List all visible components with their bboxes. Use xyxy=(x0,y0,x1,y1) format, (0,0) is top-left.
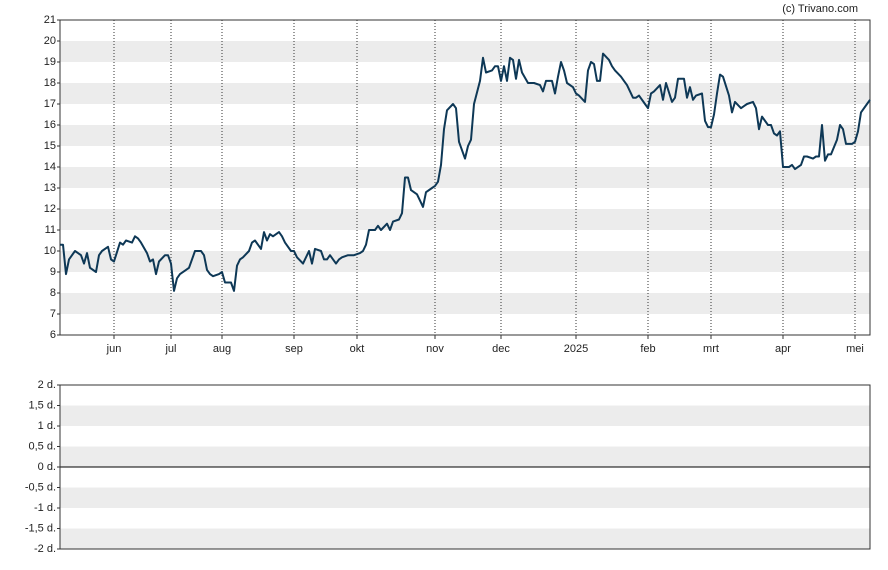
y-tick-label: 8 xyxy=(50,287,56,299)
y-tick-label: 21 xyxy=(44,14,56,26)
grid-band xyxy=(60,209,870,230)
y-tick-label: 9 xyxy=(50,266,56,278)
y-tick-label: 1,5 d. xyxy=(28,399,56,411)
grid-band xyxy=(60,446,870,467)
plot-frame xyxy=(59,384,871,550)
y-tick-label: 2 d. xyxy=(38,379,56,391)
grid-band xyxy=(60,83,870,104)
y-tick-label: 6 xyxy=(50,329,56,341)
y-tick-label: 0,5 d. xyxy=(28,440,56,452)
y-tick-label: -2 d. xyxy=(34,543,56,555)
grid-band xyxy=(60,167,870,188)
y-tick-label: 16 xyxy=(44,119,56,131)
y-tick-label: 7 xyxy=(50,308,56,320)
x-tick-label: jul xyxy=(164,343,176,355)
grid-band xyxy=(60,405,870,426)
grid-band xyxy=(60,41,870,62)
y-tick-label: 13 xyxy=(44,182,56,194)
y-tick-label: 11 xyxy=(45,224,56,236)
y-tick-label: 18 xyxy=(44,77,56,89)
y-tick-label: 15 xyxy=(44,140,56,152)
y-tick-label: 0 d. xyxy=(38,461,56,473)
grid-band xyxy=(60,251,870,272)
x-tick-label: 2025 xyxy=(564,343,588,355)
y-tick-label: 14 xyxy=(44,161,56,173)
x-tick-label: mrt xyxy=(703,343,719,355)
x-tick-label: feb xyxy=(640,343,655,355)
x-tick-label: jun xyxy=(106,343,122,355)
y-tick-label: 19 xyxy=(44,56,56,68)
x-tick-label: dec xyxy=(492,343,510,355)
grid-band xyxy=(60,125,870,146)
plot-frame xyxy=(59,19,871,336)
y-tick-label: 17 xyxy=(44,98,56,110)
grid-band xyxy=(60,293,870,314)
y-tick-label: -1,5 d. xyxy=(25,522,56,534)
x-tick-label: sep xyxy=(285,343,303,355)
grid-band xyxy=(60,528,870,549)
x-tick-label: nov xyxy=(426,343,444,355)
source: (c) Trivano.com xyxy=(782,3,858,15)
y-tick-label: -1 d. xyxy=(34,502,56,514)
y-tick-label: 1 d. xyxy=(38,420,56,432)
x-tick-label: apr xyxy=(775,343,791,355)
x-tick-label: aug xyxy=(213,343,231,355)
y-tick-label: -0,5 d. xyxy=(25,481,56,493)
y-tick-label: 12 xyxy=(44,203,56,215)
x-tick-label: mei xyxy=(846,343,864,355)
price-line xyxy=(60,52,871,292)
grid-band xyxy=(60,487,870,508)
y-tick-label: 20 xyxy=(44,35,56,47)
x-tick-label: okt xyxy=(350,343,365,355)
y-tick-label: 10 xyxy=(44,245,56,257)
